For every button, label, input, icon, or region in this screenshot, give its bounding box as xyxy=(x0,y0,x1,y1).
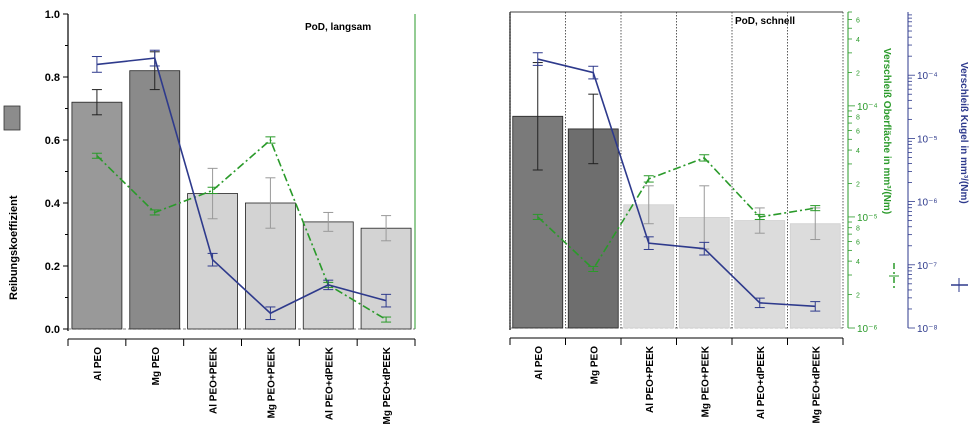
right-xtick-label: Mg PEO+PEEK xyxy=(700,345,711,417)
right-axis-surface-minor-label: 4 xyxy=(856,148,860,155)
right-axis-surface-minor-label: 6 xyxy=(856,240,860,247)
right-axis-ball-label: 10⁻⁸ xyxy=(917,324,938,335)
left-ytick-label: 0.4 xyxy=(45,198,61,210)
right-axis-surface-label: 10⁻⁶ xyxy=(857,324,878,335)
right-axis-surface-label: 10⁻⁴ xyxy=(857,102,878,113)
right-axis-ball-label: 10⁻⁷ xyxy=(917,261,937,272)
right-axis-surface-minor-label: 8 xyxy=(856,115,860,122)
left-xtick-label: Al PEO xyxy=(93,347,104,381)
left-ytick-label: 0.8 xyxy=(45,72,60,84)
right-axis-surface-minor-label: 2 xyxy=(856,181,860,188)
left-ytick-label: 0.0 xyxy=(45,324,60,336)
shared-ylabel: Reibungskoeffizient xyxy=(8,195,20,300)
right-axis-surface-minor-label: 6 xyxy=(856,17,860,24)
bar-left xyxy=(361,228,411,329)
right-axis-surface-label: 10⁻⁵ xyxy=(857,213,878,224)
bar-left xyxy=(72,102,122,329)
right-axis-surface-minor-label: 6 xyxy=(856,129,860,136)
right-axis-ball-label: 10⁻⁵ xyxy=(917,134,938,145)
chart-right: Al PEO Mg PEO Al PEO+PEEK Mg PEO+PEEK Al PEO… xyxy=(510,12,969,424)
right-axis-surface-minor-label: 8 xyxy=(856,226,860,233)
bar-left xyxy=(130,71,180,329)
left-ytick-label: 0.2 xyxy=(45,261,60,273)
right-axis-surface-title: Verschleiß Oberfläche in mm³/(Nm) xyxy=(881,48,892,214)
left-xtick-label: Mg PEO xyxy=(151,347,162,386)
left-xtick-label: Mg PEO+PEEK xyxy=(266,346,277,418)
right-xtick-label: Al PEO+PEEK xyxy=(645,345,656,413)
left-ytick-label: 0.6 xyxy=(45,135,60,147)
bar-right xyxy=(735,221,785,328)
right-xtick-label: Mg PEO+dPEEK xyxy=(811,345,822,423)
right-xtick-label: Al PEO xyxy=(534,346,545,380)
right-axis-surface-minor-label: 4 xyxy=(856,259,860,266)
left-chart-title: PoD, langsam xyxy=(305,22,371,33)
figure: 0.0 0.2 0.4 0.6 0.8 1.0 Al PEO Mg PEO Al PEO+PEE… xyxy=(0,0,975,443)
right-axis-ball-title: Verschleiß Kugel in mm³/(Nm) xyxy=(958,62,969,204)
right-axis-surface-minor-label: 2 xyxy=(856,293,860,300)
chart-left: 0.0 0.2 0.4 0.6 0.8 1.0 Al PEO Mg PEO Al PEO+PEE… xyxy=(45,9,415,425)
right-axis-surface-minor-label: 4 xyxy=(856,37,860,44)
right-axis-ball-label: 10⁻⁴ xyxy=(917,71,938,82)
right-axis-surface-minor-label: 2 xyxy=(856,70,860,77)
left-xtick-label: Al PEO+PEEK xyxy=(209,346,220,414)
right-chart-title: PoD, schnell xyxy=(735,16,795,27)
bar-left xyxy=(303,222,353,329)
right-axis-ball-label: 10⁻⁶ xyxy=(917,198,938,209)
bar-legend-swatch xyxy=(4,106,20,130)
left-ytick-label: 1.0 xyxy=(45,9,60,21)
left-xtick-label: Mg PEO+dPEEK xyxy=(382,346,393,424)
right-xtick-label: Al PEO+dPEEK xyxy=(756,345,767,419)
right-xtick-label: Mg PEO xyxy=(589,346,600,385)
left-xtick-label: Al PEO+dPEEK xyxy=(324,346,335,420)
